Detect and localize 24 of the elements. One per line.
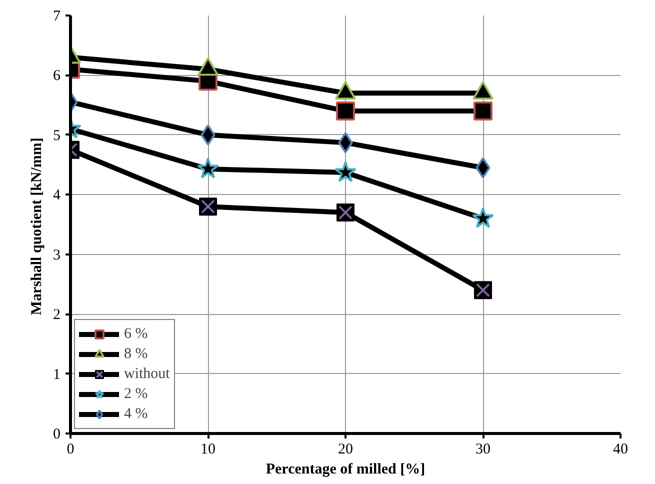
legend-label: 2 % [124,386,148,402]
legend-label: 4 % [124,406,148,422]
y-tick-label: 4 [53,188,61,204]
y-tick-label: 0 [53,426,60,442]
x-axis-title: Percentage of milled [%] [266,462,426,478]
y-tick-label: 5 [53,128,60,144]
point [336,102,355,121]
x-tick-label: 30 [476,442,490,458]
legend-label: 6 % [124,326,148,342]
point [474,102,492,121]
y-tick-label: 3 [53,247,60,264]
y-tick-label: 2 [53,307,60,324]
y-axis-title: Marshall quotient [kN/mm] [29,138,45,316]
y-tick-label: 6 [53,68,61,84]
legend-label: 8 % [124,346,148,362]
y-tick-label: 1 [53,366,60,383]
x-tick-label: 0 [66,442,74,458]
x-tick-label: 20 [338,442,353,458]
point [334,161,356,182]
y-tick-label: 7 [53,8,61,24]
legend-label: without [124,366,170,382]
x-tick-label: 40 [613,442,628,458]
x-tick-label: 10 [200,442,216,458]
point [472,207,494,228]
